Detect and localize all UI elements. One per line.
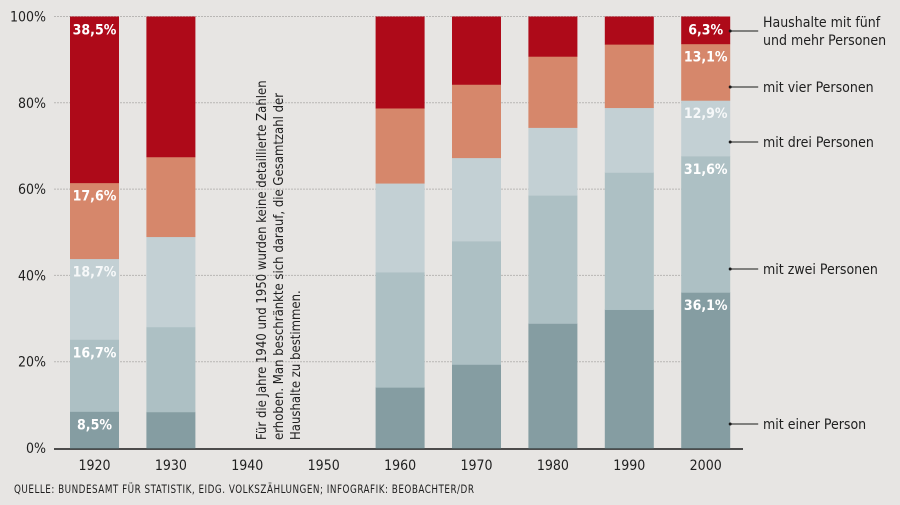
x-tick-label: 1970 [460, 458, 492, 474]
data-label: 13,1% [684, 50, 728, 66]
data-label: 8,5% [77, 417, 112, 433]
source-credit: QUELLE: BUNDESAMT FÜR STATISTIK, EIDG. V… [14, 482, 475, 496]
bar-segment [681, 155, 731, 293]
bar-segment [528, 195, 578, 324]
bar-segment [70, 258, 119, 340]
data-label: 6,3% [688, 23, 723, 39]
stacked-bar-chart: 0% 20% 40% 60% 80% 100% 8,5% 16,7% 18,7% 17,6% 38… [10, 10, 886, 475]
legend-label: und mehr Personen [763, 33, 886, 49]
bar-segment [604, 172, 654, 310]
bar-segment [681, 16, 731, 45]
legend-label: mit einer Person [763, 417, 866, 433]
bar-segment [375, 16, 425, 109]
x-tick-label: 1920 [78, 458, 110, 474]
legend-label: Haushalte mit fünf [763, 15, 881, 31]
y-tick-label: 80% [18, 96, 46, 112]
annotation-line: Haushalte zu bestimmen. [289, 290, 304, 440]
bar-segment [528, 323, 578, 449]
bar-segment [604, 107, 654, 173]
x-tick-label: 1980 [537, 458, 569, 474]
x-tick-label: 1960 [384, 458, 416, 474]
bar-segment [146, 411, 196, 449]
x-tick-label: 1930 [155, 458, 187, 474]
legend-label: mit zwei Personen [763, 262, 878, 278]
bar-segment [70, 339, 119, 412]
bar-segment [681, 100, 731, 157]
bar-segment [604, 309, 654, 449]
bar-segment [452, 157, 501, 242]
annotation-note: Für die Jahre 1940 und 1950 wurden keine… [255, 80, 304, 440]
legend-label: mit drei Personen [763, 135, 874, 151]
bar-segment [70, 182, 119, 260]
bar-segment [452, 84, 501, 159]
y-tick-label: 40% [18, 268, 46, 284]
bar-segment [375, 271, 425, 388]
bar-segment [604, 44, 654, 109]
legend-label: mit vier Personen [763, 80, 874, 96]
bar-segment [528, 127, 578, 196]
data-label: 38,5% [73, 23, 117, 39]
bar-segment [528, 16, 578, 57]
data-label: 31,6% [684, 162, 728, 178]
x-tick-label: 1990 [613, 458, 645, 474]
bar-segment [146, 326, 196, 413]
data-label: 12,9% [684, 106, 728, 122]
bar-segment [452, 240, 501, 365]
data-label: 18,7% [73, 265, 117, 281]
annotation-line: Für die Jahre 1940 und 1950 wurden keine… [255, 80, 270, 440]
y-tick-label: 20% [18, 355, 46, 371]
bar-segment [375, 183, 425, 273]
bar-segment [604, 16, 654, 45]
x-tick-label: 2000 [690, 458, 722, 474]
x-tick-label: 1940 [231, 458, 263, 474]
bar-segment [681, 43, 731, 101]
data-label: 16,7% [73, 345, 117, 361]
bar-segment [146, 16, 196, 158]
bar-segment [146, 156, 196, 238]
bar-segment [70, 16, 119, 184]
bar-segment [681, 292, 731, 449]
data-label: 36,1% [684, 298, 728, 314]
bar-segment [375, 387, 425, 449]
data-label: 17,6% [73, 189, 117, 205]
bar-segment [70, 411, 119, 449]
annotation-line: erhoben. Man beschränkte sich darauf, di… [272, 93, 287, 440]
bar-segment [452, 364, 501, 449]
bar-segment [528, 56, 578, 128]
y-tick-label: 0% [26, 441, 46, 457]
x-tick-label: 1950 [308, 458, 340, 474]
bar-segment [146, 236, 196, 328]
y-tick-label: 100% [10, 10, 46, 26]
bar-segment [452, 16, 501, 85]
bar-segment [375, 107, 425, 184]
y-tick-label: 60% [18, 182, 46, 198]
